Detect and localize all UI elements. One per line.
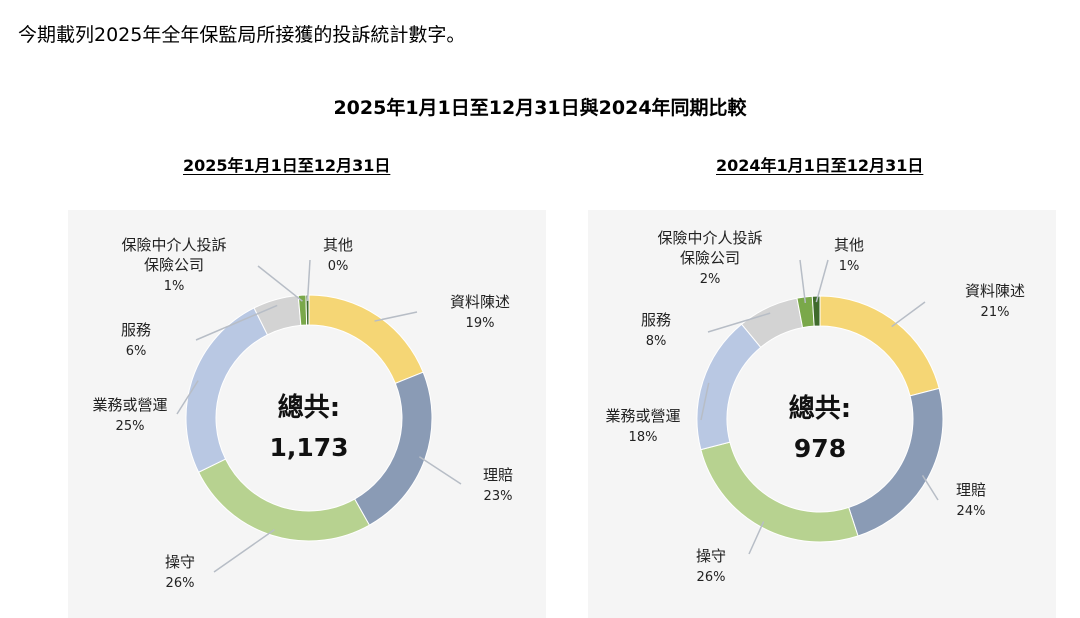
donut-chart-2025-panel: 資料陳述 19% 理賠 23% 操守 26% 業務或營運 25% 服務 6% 保險中介人投訴 保險公司… xyxy=(68,210,546,618)
leader-line xyxy=(195,304,278,341)
total-value: 978 xyxy=(794,434,846,463)
slice-category-label: 其他 xyxy=(323,236,353,254)
donut-slice-2024-0 xyxy=(819,295,940,397)
donut-slice-2024-1 xyxy=(848,387,944,537)
total-label: 總共: xyxy=(789,393,851,424)
slice-percent-label: 1% xyxy=(839,259,860,274)
slice-category-label: 保險公司 xyxy=(144,256,204,274)
leader-line xyxy=(306,259,311,302)
slice-percent-label: 23% xyxy=(484,489,513,504)
donut-slice-2025-6 xyxy=(305,294,310,326)
slice-category-label: 業務或營運 xyxy=(605,407,680,425)
donut-slice-2025-3 xyxy=(185,307,269,473)
slice-category-label: 資料陳述 xyxy=(450,293,510,311)
slice-percent-label: 18% xyxy=(629,430,658,445)
intro-text: 今期載列2025年全年保監局所接獲的投訴統計數字。 xyxy=(18,24,466,46)
slice-category-label: 操守 xyxy=(696,547,726,565)
slice-percent-label: 25% xyxy=(116,419,145,434)
slice-category-label: 業務或營運 xyxy=(92,396,167,414)
total-label: 總共: xyxy=(278,392,340,423)
slice-category-label: 其他 xyxy=(834,236,864,254)
slice-percent-label: 26% xyxy=(697,570,726,585)
slice-category-label: 保險中介人投訴 xyxy=(121,236,226,254)
leader-line xyxy=(257,265,303,302)
main-title: 2025年1月1日至12月31日與2024年同期比較 xyxy=(333,97,747,119)
donut-slice-2025-0 xyxy=(308,294,424,385)
slice-percent-label: 8% xyxy=(646,334,667,349)
leader-line xyxy=(707,312,771,333)
slice-percent-label: 1% xyxy=(164,279,185,294)
slice-percent-label: 0% xyxy=(328,259,349,274)
chart-subtitle-2025: 2025年1月1日至12月31日 xyxy=(183,156,391,175)
slice-category-label: 保險公司 xyxy=(680,249,740,267)
leader-line xyxy=(921,474,939,501)
donut-slice-2024-3 xyxy=(696,323,762,451)
slice-percent-label: 19% xyxy=(466,316,495,331)
leader-line xyxy=(799,259,807,304)
slice-percent-label: 26% xyxy=(166,576,195,591)
slice-category-label: 服務 xyxy=(121,321,151,339)
slice-category-label: 理賠 xyxy=(483,466,513,484)
leader-line xyxy=(418,456,462,485)
leader-line xyxy=(374,311,418,322)
slice-percent-label: 2% xyxy=(700,272,721,287)
leader-line xyxy=(815,259,829,303)
donut-slice-2025-1 xyxy=(353,371,433,526)
leader-line xyxy=(700,382,710,421)
slice-category-label: 資料陳述 xyxy=(965,282,1025,300)
total-value: 1,173 xyxy=(269,433,348,462)
donut-slice-2024-6 xyxy=(811,295,821,327)
leader-line xyxy=(891,301,926,328)
donut-slice-2025-2 xyxy=(197,458,371,542)
leader-line xyxy=(176,380,199,415)
slice-percent-label: 21% xyxy=(981,305,1010,320)
donut-chart-2024: 資料陳述 21% 理賠 24% 操守 26% 業務或營運 18% 服務 8% 保險中介人投訴保險公司… xyxy=(605,229,1025,585)
slice-category-label: 服務 xyxy=(641,311,671,329)
donut-chart-2024-panel: 資料陳述 21% 理賠 24% 操守 26% 業務或營運 18% 服務 8% 保險中介人投訴 保險公司… xyxy=(588,210,1056,618)
leader-line xyxy=(213,529,275,573)
chart-subtitle-2024: 2024年1月1日至12月31日 xyxy=(716,156,924,175)
slice-percent-label: 24% xyxy=(957,504,986,519)
donut-chart-2025: 資料陳述 19% 理賠 23% 操守 26% 業務或營運 25% 服務 6% 保險中介人投訴保險公司… xyxy=(92,236,513,591)
slice-category-label: 操守 xyxy=(165,553,195,571)
leader-line xyxy=(748,521,765,555)
slice-category-label: 理賠 xyxy=(956,481,986,499)
slice-percent-label: 6% xyxy=(126,344,147,359)
slice-category-label: 保險中介人投訴 xyxy=(657,229,762,247)
